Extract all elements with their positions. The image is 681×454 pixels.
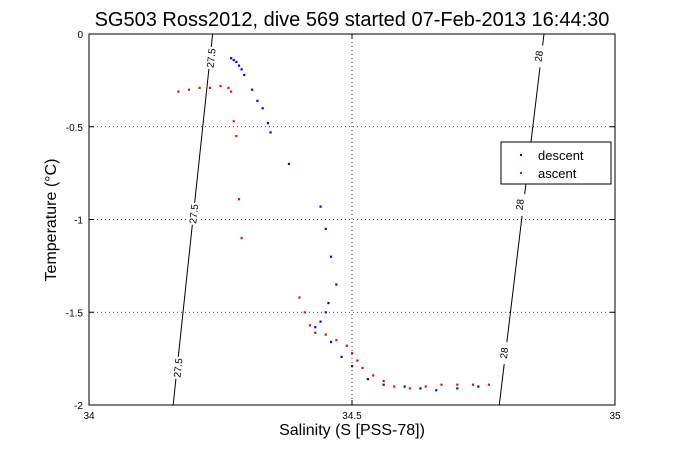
y-tick-label: -2: [74, 401, 83, 412]
legend-label-descent: descent: [538, 148, 584, 163]
data-point-ascent: [393, 385, 396, 388]
data-point-ascent: [208, 86, 212, 89]
isopycnal-label: 27.5: [188, 203, 201, 224]
isopycnal-label-bg: [171, 356, 186, 380]
data-point-descent: [324, 227, 327, 230]
isopycnal-label-bg: [204, 46, 219, 70]
isopycnal-label: 28: [515, 198, 527, 211]
data-point-ascent: [235, 135, 238, 138]
data-point-ascent: [177, 90, 180, 93]
data-point-descent: [251, 88, 254, 91]
data-point-ascent: [408, 387, 412, 390]
data-point-ascent: [314, 331, 317, 334]
data-point-descent: [329, 340, 333, 344]
isopycnal-label-bg: [513, 193, 528, 217]
data-point-descent: [366, 378, 369, 381]
data-point-descent: [319, 320, 322, 323]
data-point-ascent: [456, 383, 459, 386]
isopycnal-label-bg: [187, 202, 202, 226]
data-point-descent: [287, 162, 291, 166]
data-point-descent: [235, 60, 238, 64]
isopycnal-label: 27.5: [172, 357, 185, 378]
data-point-ascent: [324, 333, 327, 336]
data-point-ascent: [372, 374, 375, 377]
legend-marker-ascent: [520, 172, 522, 174]
data-point-descent: [243, 73, 246, 77]
data-point-descent: [319, 205, 322, 208]
data-point-ascent: [240, 237, 243, 240]
isopycnal-label: 28: [499, 347, 511, 360]
y-tick-label: -1.5: [66, 308, 84, 319]
data-point-ascent: [298, 296, 301, 299]
legend-label-ascent: ascent: [538, 166, 577, 181]
y-tick-label: 0: [77, 30, 83, 41]
isopycnal-label: 27.5: [206, 47, 219, 68]
x-tick-label: 34: [83, 411, 95, 422]
data-point-ascent: [424, 385, 427, 388]
data-point-descent: [329, 255, 333, 258]
y-tick-label: -1: [74, 216, 83, 227]
y-axis-label: Temperature (°C): [43, 159, 60, 282]
data-point-descent: [230, 57, 233, 60]
data-point-ascent: [219, 84, 222, 88]
x-tick-label: 34.5: [342, 411, 362, 422]
data-point-descent: [382, 383, 385, 386]
isopycnal-label-bg: [531, 44, 547, 68]
data-point-descent: [237, 64, 241, 67]
data-point-ascent: [237, 198, 241, 201]
x-tick-label: 35: [609, 411, 621, 422]
data-point-ascent: [487, 383, 490, 386]
data-point-ascent: [382, 379, 385, 383]
data-point-descent: [327, 301, 330, 305]
data-point-descent: [477, 385, 480, 388]
chart-title: SG503 Ross2012, dive 569 started 07-Feb-…: [95, 9, 610, 31]
legend: descent ascent: [500, 141, 612, 185]
data-point-ascent: [303, 311, 306, 314]
legend-marker-descent: [520, 154, 522, 156]
data-point-ascent: [335, 339, 338, 342]
data-point-ascent: [440, 383, 443, 386]
data-point-descent: [335, 283, 338, 286]
data-point-descent: [340, 355, 343, 358]
data-point-ascent: [345, 344, 348, 347]
data-point-ascent: [471, 383, 475, 386]
data-point-descent: [314, 326, 317, 329]
data-point-ascent: [308, 324, 312, 327]
data-point-ascent: [187, 88, 191, 91]
isopycnal-label: 28: [534, 50, 546, 63]
data-point-descent: [351, 365, 354, 368]
data-point-ascent: [361, 366, 364, 370]
isopycnal-lines: 27.5 27.5 27.5 28 28 28: [171, 33, 547, 406]
data-point-ascent: [230, 90, 233, 93]
data-point-descent: [456, 387, 459, 390]
data-point-descent: [240, 68, 243, 71]
data-point-descent: [232, 58, 235, 62]
data-point-descent: [261, 107, 264, 110]
data-points: [177, 57, 490, 392]
data-point-ascent: [227, 86, 230, 89]
x-axis-label: Salinity (S [PSS-78]): [279, 422, 425, 439]
data-point-descent: [403, 385, 406, 388]
data-point-descent: [419, 387, 422, 390]
data-point-descent: [324, 311, 327, 314]
data-point-ascent: [198, 86, 201, 89]
legend-box: [500, 141, 612, 185]
data-point-descent: [266, 122, 270, 125]
isopycnal-label-bg: [497, 341, 512, 365]
data-point-ascent: [356, 359, 359, 362]
data-point-ascent: [351, 352, 354, 355]
grid-lines: [89, 34, 615, 405]
data-point-descent: [256, 99, 259, 102]
data-point-descent: [269, 131, 272, 134]
plot-frame: [88, 33, 616, 406]
data-point-ascent: [232, 120, 235, 123]
data-point-descent: [435, 389, 438, 392]
y-tick-label: -0.5: [66, 123, 84, 134]
